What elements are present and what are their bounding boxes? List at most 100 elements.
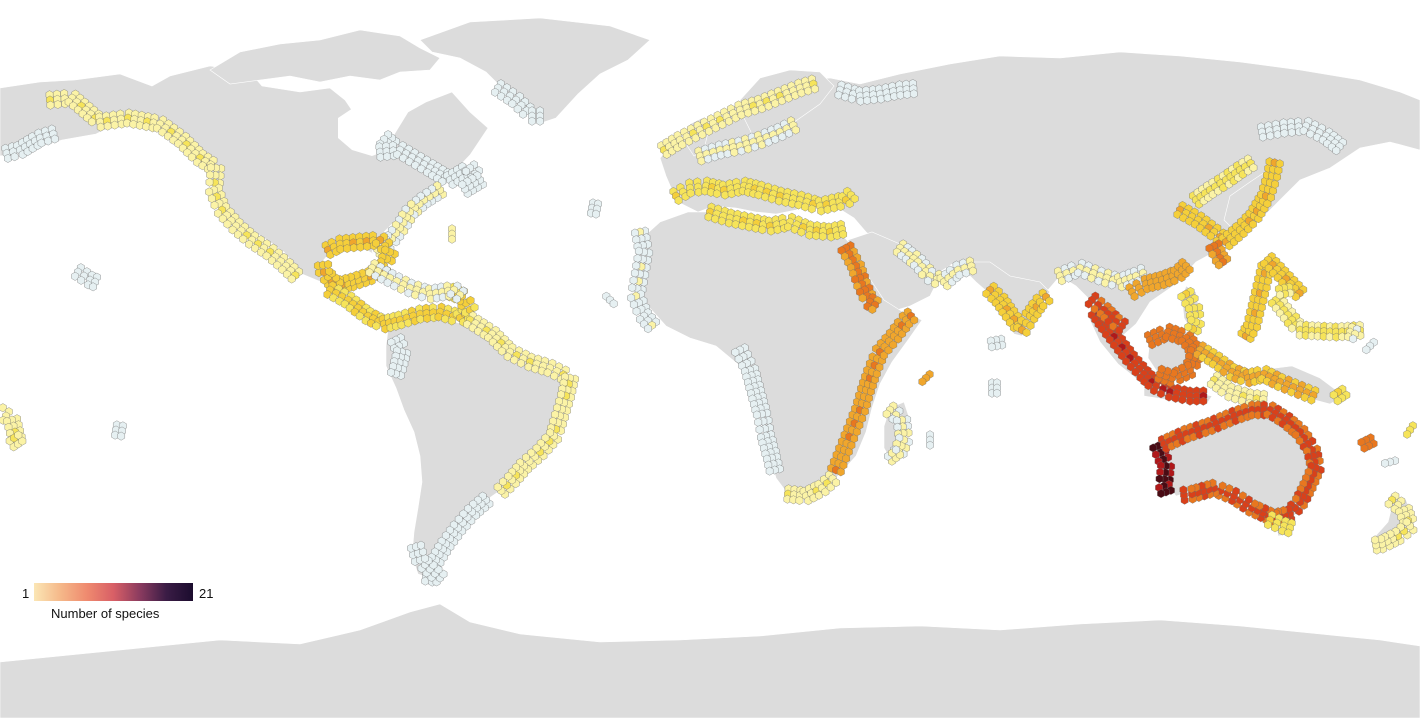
species-cell bbox=[1090, 304, 1099, 314]
species-cell bbox=[1115, 325, 1123, 335]
species-cell bbox=[1377, 534, 1385, 544]
species-cell bbox=[1217, 387, 1226, 397]
species-cell bbox=[543, 368, 552, 378]
species-cell bbox=[1118, 351, 1126, 361]
species-cell bbox=[1087, 273, 1096, 283]
species-cell bbox=[421, 554, 429, 563]
species-cell bbox=[462, 166, 470, 176]
species-cell bbox=[117, 431, 125, 441]
species-cell bbox=[234, 230, 242, 240]
species-cell bbox=[470, 302, 479, 312]
species-cell bbox=[1026, 321, 1035, 331]
species-cell bbox=[781, 197, 790, 207]
land-greenland bbox=[419, 17, 651, 125]
species-cell bbox=[855, 420, 864, 430]
species-cell bbox=[738, 221, 747, 231]
species-cell bbox=[868, 305, 877, 314]
species-cell bbox=[214, 208, 222, 218]
species-cell bbox=[446, 289, 455, 299]
species-cell bbox=[704, 212, 713, 222]
species-cell bbox=[1280, 385, 1289, 394]
species-cell bbox=[808, 204, 816, 214]
species-cell bbox=[51, 134, 59, 144]
species-cell bbox=[1360, 443, 1369, 453]
species-cell bbox=[381, 245, 390, 255]
species-cell bbox=[839, 229, 847, 239]
species-cell bbox=[754, 190, 763, 200]
species-cell bbox=[718, 216, 726, 226]
species-cell bbox=[1274, 382, 1282, 392]
species-cell bbox=[836, 202, 845, 212]
species-cell bbox=[517, 358, 525, 368]
species-cell bbox=[1206, 231, 1215, 241]
species-cell bbox=[745, 222, 753, 232]
species-cell bbox=[1249, 163, 1258, 173]
species-cell bbox=[441, 314, 449, 324]
legend-max-label: 21 bbox=[199, 586, 214, 601]
species-cell bbox=[765, 466, 774, 476]
species-cell bbox=[1168, 334, 1177, 344]
species-cell bbox=[790, 225, 799, 234]
species-cell bbox=[861, 407, 869, 416]
species-cell bbox=[1178, 363, 1186, 373]
species-cell bbox=[228, 225, 237, 235]
species-cell bbox=[1114, 346, 1122, 355]
species-cell bbox=[1259, 296, 1268, 306]
species-cell bbox=[1276, 290, 1284, 300]
species-cell bbox=[239, 234, 248, 244]
species-cell bbox=[508, 99, 517, 109]
species-cell bbox=[223, 219, 232, 229]
species-cell bbox=[454, 514, 463, 524]
species-cell bbox=[355, 311, 364, 321]
legend: 1 21 Number of species bbox=[20, 581, 220, 621]
species-cell bbox=[1332, 146, 1341, 156]
species-cell bbox=[1215, 260, 1223, 270]
species-cell bbox=[812, 231, 820, 241]
species-cell bbox=[865, 393, 873, 403]
species-cell bbox=[1288, 323, 1296, 333]
species-cell bbox=[448, 316, 456, 326]
species-cell bbox=[538, 366, 546, 376]
species-cell bbox=[811, 84, 819, 94]
species-cell bbox=[1080, 271, 1089, 280]
species-cell bbox=[982, 289, 991, 299]
species-cell bbox=[532, 443, 541, 453]
species-cell bbox=[1287, 387, 1296, 397]
species-cell bbox=[205, 177, 214, 187]
species-cell bbox=[873, 369, 881, 379]
species-cell bbox=[1299, 126, 1308, 136]
species-cell bbox=[931, 279, 939, 289]
species-cell bbox=[422, 187, 431, 197]
species-cell bbox=[504, 471, 513, 481]
species-cell bbox=[1074, 268, 1082, 278]
species-cell bbox=[1108, 280, 1116, 290]
species-cell bbox=[1349, 334, 1357, 344]
species-cell bbox=[262, 251, 271, 261]
species-cell bbox=[592, 209, 600, 219]
species-cell bbox=[1173, 210, 1182, 219]
species-cell bbox=[847, 440, 856, 450]
species-cell bbox=[1307, 395, 1316, 405]
species-cell bbox=[1045, 296, 1054, 306]
species-cell bbox=[837, 467, 845, 477]
species-cell bbox=[210, 200, 219, 210]
species-hex-cells bbox=[0, 74, 1418, 587]
species-cell bbox=[434, 312, 443, 322]
species-cell bbox=[644, 324, 652, 334]
species-cell bbox=[1258, 302, 1266, 312]
species-cell bbox=[850, 434, 858, 444]
species-cell bbox=[1208, 249, 1217, 259]
species-cell bbox=[1271, 179, 1279, 189]
species-cell bbox=[794, 200, 803, 210]
species-cell bbox=[218, 214, 227, 224]
species-cell bbox=[1403, 429, 1411, 439]
species-cell bbox=[383, 278, 392, 288]
species-cell bbox=[725, 218, 733, 228]
species-cell bbox=[1295, 436, 1304, 446]
species-cell bbox=[1171, 393, 1180, 403]
species-cell bbox=[268, 256, 276, 266]
species-cell bbox=[1402, 517, 1411, 527]
species-cell bbox=[731, 347, 740, 357]
species-cell bbox=[1224, 392, 1233, 402]
species-cell bbox=[751, 223, 760, 233]
